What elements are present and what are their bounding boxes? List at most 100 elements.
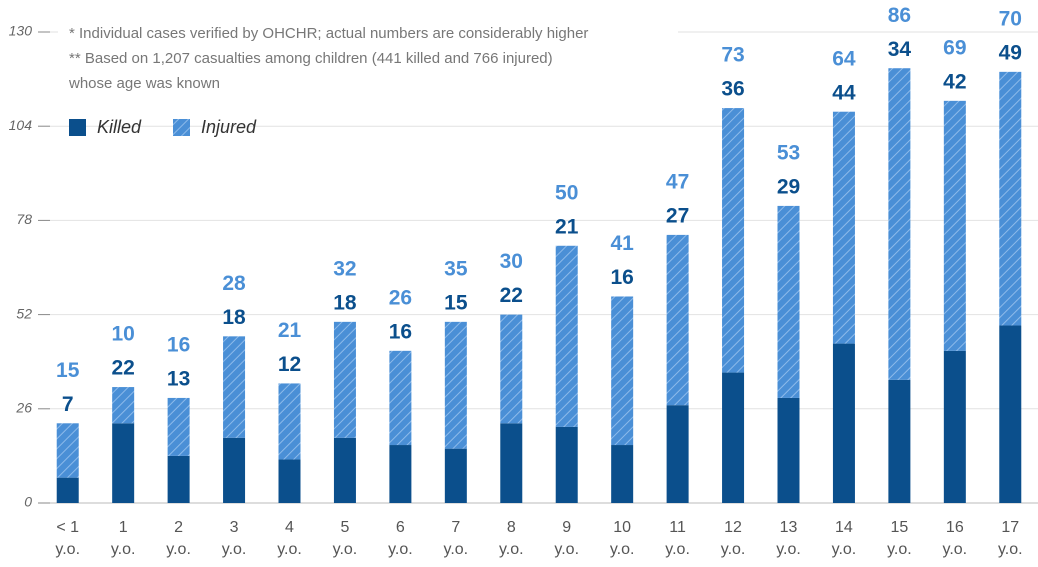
- value-label: 30: [500, 250, 523, 273]
- x-tick-label: 4: [285, 519, 294, 536]
- legend-label: Killed: [97, 117, 142, 137]
- bar-killed: [832, 343, 855, 503]
- value-label: 12: [278, 353, 301, 376]
- bar-injured: [666, 234, 689, 406]
- value-label: 34: [888, 38, 912, 61]
- x-tick-label: y.o.: [887, 541, 912, 558]
- bar-injured: [56, 423, 79, 478]
- bar-killed: [112, 423, 135, 503]
- x-tick-label: 15: [890, 519, 908, 536]
- x-tick-label: y.o.: [610, 541, 635, 558]
- x-tick-label: y.o.: [444, 541, 469, 558]
- bar-injured: [444, 321, 467, 449]
- bar-injured: [555, 245, 578, 427]
- bar-injured: [223, 336, 246, 438]
- bar-injured: [611, 296, 634, 446]
- bar-injured: [722, 108, 745, 373]
- value-label: 70: [999, 7, 1022, 30]
- bar-killed: [333, 437, 356, 503]
- legend: Killed Injured: [69, 117, 257, 137]
- value-label: 53: [777, 141, 800, 164]
- x-tick-label: y.o.: [388, 541, 413, 558]
- bar-injured: [167, 397, 190, 456]
- bars: 7 15 < 1 y.o. 22 10 1 y.o. 13 16 2 y.o. 18 28 3 y.o. 12 2…: [55, 4, 1022, 558]
- x-tick-label: 17: [1001, 519, 1019, 536]
- value-label: 22: [500, 284, 523, 307]
- x-tick-label: 3: [230, 519, 239, 536]
- y-tick-label: 0: [24, 494, 32, 510]
- x-tick-label: y.o.: [166, 541, 191, 558]
- x-tick-label: 9: [562, 519, 571, 536]
- value-label: 16: [389, 320, 412, 343]
- value-label: 47: [666, 170, 689, 193]
- x-tick-label: 13: [780, 519, 798, 536]
- x-tick-label: y.o.: [55, 541, 80, 558]
- bar-killed: [611, 445, 634, 503]
- bar-injured: [999, 71, 1022, 326]
- x-tick-label: y.o.: [277, 541, 302, 558]
- x-tick-label: y.o.: [943, 541, 968, 558]
- value-label: 22: [111, 357, 134, 380]
- bar-killed: [722, 372, 745, 503]
- value-label: 15: [444, 291, 468, 314]
- value-label: 36: [721, 78, 744, 101]
- value-label: 29: [777, 175, 800, 198]
- y-tick-label: 78: [16, 211, 32, 227]
- value-label: 50: [555, 181, 578, 204]
- notes-background: [58, 16, 678, 102]
- x-tick-label: 7: [451, 519, 460, 536]
- value-label: 15: [56, 359, 80, 382]
- bar-injured: [278, 383, 301, 460]
- x-tick-label: y.o.: [721, 541, 746, 558]
- bar-killed: [500, 423, 523, 503]
- x-tick-label: 1: [119, 519, 128, 536]
- value-label: 21: [278, 319, 302, 342]
- bar-injured: [112, 387, 135, 424]
- value-label: 26: [389, 286, 412, 309]
- bar-killed: [943, 350, 966, 503]
- value-label: 18: [333, 291, 357, 314]
- value-label: 18: [222, 306, 246, 329]
- x-tick-label: y.o.: [665, 541, 690, 558]
- bar-injured: [333, 321, 356, 438]
- y-tick-label: 52: [16, 305, 32, 321]
- note: whose age was known: [68, 75, 220, 92]
- bar-injured: [832, 111, 855, 344]
- bar-injured: [888, 68, 911, 380]
- x-tick-label: 12: [724, 519, 742, 536]
- bar-injured: [777, 205, 800, 398]
- x-tick-label: y.o.: [333, 541, 358, 558]
- value-label: 32: [333, 257, 356, 280]
- value-label: 21: [555, 215, 579, 238]
- bar-injured: [500, 314, 523, 424]
- bar-killed: [389, 445, 412, 503]
- bar-killed: [999, 325, 1022, 503]
- value-label: 35: [444, 257, 468, 280]
- note: * Individual cases verified by OHCHR; ac…: [69, 25, 588, 42]
- value-label: 28: [222, 272, 246, 295]
- bar-killed: [777, 397, 800, 503]
- x-tick-label: y.o.: [222, 541, 247, 558]
- value-label: 7: [62, 393, 74, 416]
- x-tick-label: y.o.: [499, 541, 524, 558]
- x-tick-label: 2: [174, 519, 183, 536]
- x-tick-label: y.o.: [776, 541, 801, 558]
- x-tick-label: y.o.: [998, 541, 1023, 558]
- value-label: 49: [999, 41, 1022, 64]
- x-tick-label: 6: [396, 519, 405, 536]
- legend-label: Injured: [201, 117, 257, 137]
- note: ** Based on 1,207 casualties among child…: [69, 50, 553, 67]
- value-label: 44: [832, 81, 856, 104]
- bar-killed: [167, 455, 190, 503]
- bar-killed: [278, 459, 301, 503]
- value-label: 27: [666, 204, 689, 227]
- y-tick-label: 26: [15, 400, 32, 416]
- value-label: 42: [943, 70, 966, 93]
- legend-swatch: [69, 119, 86, 136]
- bar-killed: [444, 448, 467, 503]
- x-tick-label: y.o.: [554, 541, 579, 558]
- x-tick-label: y.o.: [111, 541, 136, 558]
- x-tick-label: 8: [507, 519, 516, 536]
- x-tick-label: y.o.: [832, 541, 857, 558]
